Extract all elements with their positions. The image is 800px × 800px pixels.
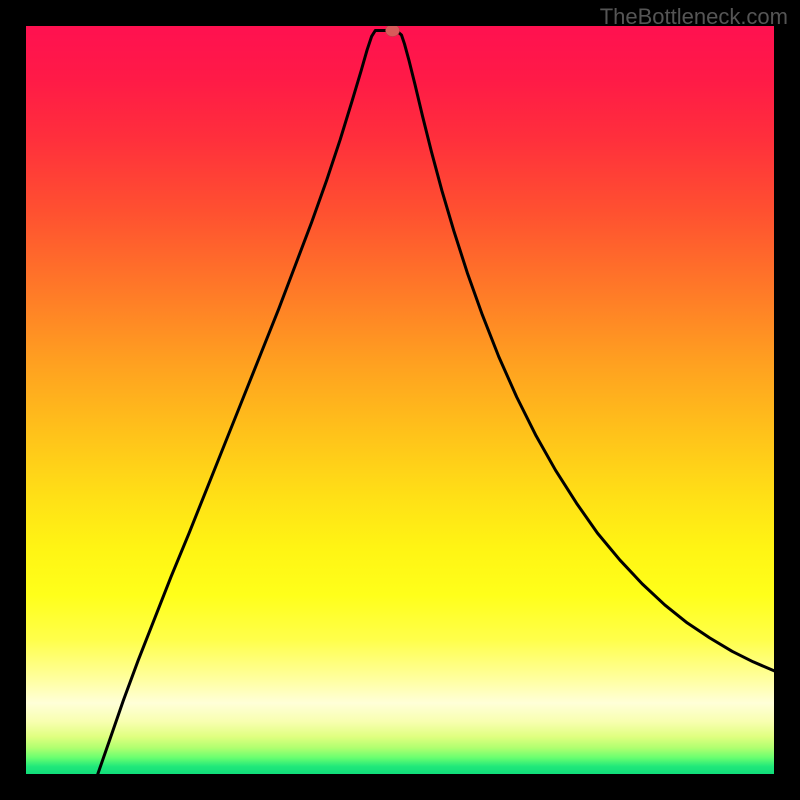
optimum-marker xyxy=(386,26,400,36)
watermark-text: TheBottleneck.com xyxy=(600,4,788,30)
bottleneck-curve-chart xyxy=(26,26,774,774)
chart-plot-area xyxy=(26,26,774,774)
